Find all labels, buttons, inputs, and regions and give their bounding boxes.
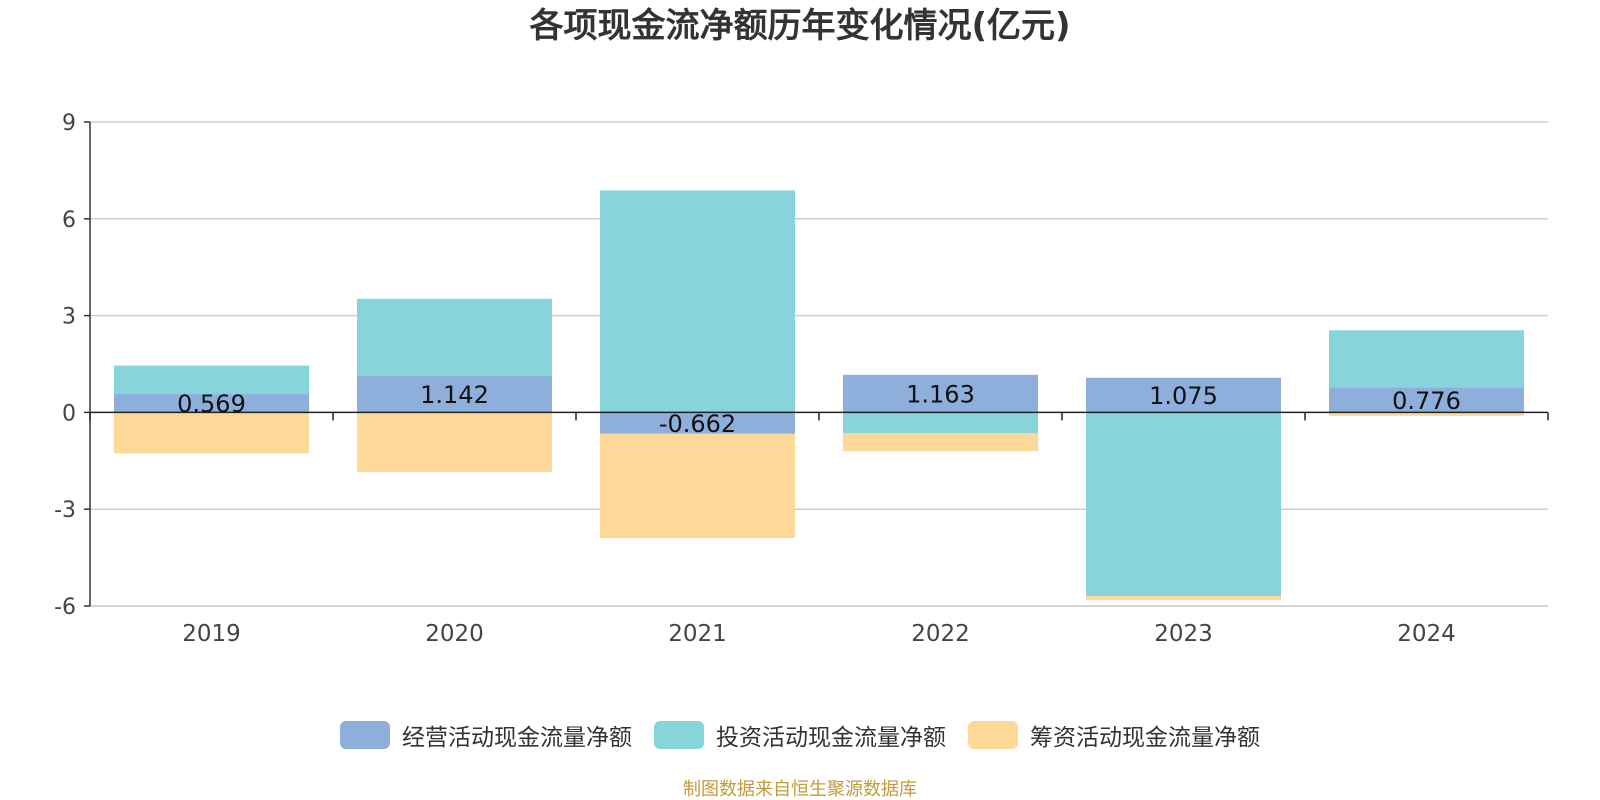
- grid-lines: [90, 121, 1548, 607]
- legend-item-financing[interactable]: 筹资活动现金流量净额: [968, 718, 1260, 752]
- data-label: 1.075: [1149, 382, 1218, 410]
- y-tick-label: 0: [62, 401, 76, 426]
- data-label: 1.142: [420, 381, 489, 409]
- bar-series-1-2021[interactable]: [600, 190, 795, 413]
- bar-series-2-2024[interactable]: [1329, 412, 1524, 416]
- y-tick-label: 3: [62, 305, 76, 330]
- bar-series-0-2020[interactable]: [357, 375, 552, 413]
- bar-series-0-2023[interactable]: [1086, 377, 1281, 413]
- source-note: 制图数据来自恒生聚源数据库: [683, 779, 917, 800]
- bar-series-1-2024[interactable]: [1329, 330, 1524, 388]
- legend-label-investing: 投资活动现金流量净额: [716, 725, 946, 751]
- bar-series-2-2019[interactable]: [114, 412, 309, 454]
- y-tick-label: -6: [54, 595, 76, 620]
- x-tick-label: 2023: [1154, 621, 1213, 647]
- axes: 9 6 3 0 -3 -6 2019 2020 2021 2022 2023 2024: [54, 111, 1549, 647]
- bar-series-0-2022[interactable]: [843, 374, 1038, 413]
- bar-series-2-2023[interactable]: [1086, 595, 1281, 600]
- legend: 经营活动现金流量净额 投资活动现金流量净额 筹资活动现金流量净额: [0, 718, 1600, 752]
- chart-title: 各项现金流净额历年变化情况(亿元): [529, 6, 1071, 46]
- bar-series-1-2020[interactable]: [357, 298, 552, 376]
- legend-label-operating: 经营活动现金流量净额: [402, 725, 632, 751]
- x-tick-label: 2019: [182, 621, 241, 647]
- legend-swatch-operating: [340, 721, 390, 749]
- bar-series-1-2023[interactable]: [1086, 412, 1281, 596]
- x-tick-label: 2022: [911, 621, 970, 647]
- bar-series-2-2021[interactable]: [600, 433, 795, 538]
- data-label: -0.662: [659, 410, 736, 438]
- legend-swatch-financing: [968, 721, 1018, 749]
- bars: [114, 190, 1524, 600]
- legend-label-financing: 筹资活动现金流量净额: [1030, 725, 1260, 751]
- legend-item-investing[interactable]: 投资活动现金流量净额: [654, 718, 946, 752]
- bar-series-0-2024[interactable]: [1329, 387, 1524, 413]
- data-labels: 0.569 1.142 -0.662 1.163 1.075 0.776: [177, 381, 1461, 438]
- bar-series-0-2021[interactable]: [600, 412, 795, 434]
- y-tick-label: 6: [62, 208, 76, 233]
- x-tick-label: 2021: [668, 621, 727, 647]
- data-label: 0.776: [1392, 387, 1461, 415]
- legend-item-operating[interactable]: 经营活动现金流量净额: [340, 718, 632, 752]
- x-tick-label: 2024: [1397, 621, 1456, 647]
- bar-series-1-2022[interactable]: [843, 412, 1038, 434]
- bar-series-2-2020[interactable]: [357, 412, 552, 473]
- y-tick-label: 9: [62, 111, 76, 136]
- legend-swatch-investing: [654, 721, 704, 749]
- data-label: 1.163: [906, 381, 975, 409]
- x-tick-label: 2020: [425, 621, 484, 647]
- y-tick-label: -3: [54, 498, 76, 523]
- bar-series-1-2019[interactable]: [114, 365, 309, 395]
- bar-series-2-2022[interactable]: [843, 433, 1038, 452]
- bar-series-0-2019[interactable]: [114, 394, 309, 413]
- data-label: 0.569: [177, 390, 246, 418]
